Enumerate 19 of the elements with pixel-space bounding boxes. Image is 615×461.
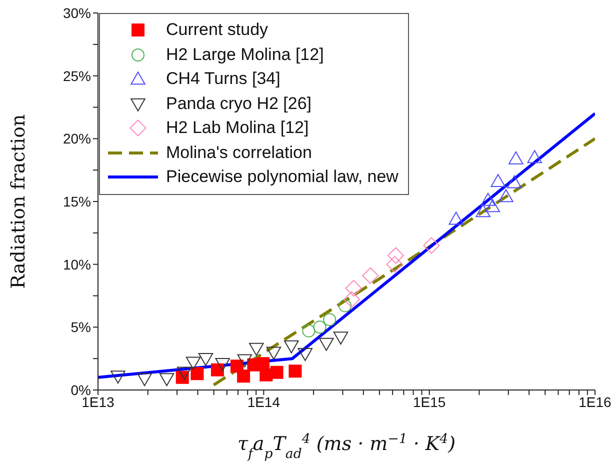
y-axis-title: Radiation fraction — [8, 114, 30, 289]
y-tick-label: 5% — [70, 319, 91, 336]
y-tick-label: 10% — [62, 256, 91, 272]
x-tick-label: 1E16 — [578, 394, 612, 410]
y-tick-label: 15% — [62, 193, 91, 210]
y-tick-label: 30% — [62, 4, 91, 21]
legend-label: Piecewise polynomial law, new — [166, 166, 398, 188]
legend-label: Molina's correlation — [166, 142, 312, 164]
legend-label: Current study — [166, 19, 268, 41]
y-tick-label: 0% — [70, 382, 91, 398]
x-tick-label: 1E15 — [412, 394, 446, 410]
y-tick-label: 25% — [62, 68, 91, 84]
legend-label: H2 Lab Molina [12] — [166, 117, 309, 139]
x-tick-label: 1E14 — [247, 394, 280, 410]
legend-label: CH4 Turns [34] — [166, 68, 280, 90]
y-tick-label: 20% — [62, 130, 91, 147]
legend-label: Panda cryo H2 [26] — [166, 92, 312, 114]
legend-label: H2 Large Molina [12] — [166, 44, 324, 66]
text: τ$_{f}$a$_{p}$T$_{ad}$$^{4}$ (ms · m$^{−1}$ · K$^{4}$) — [237, 432, 456, 461]
